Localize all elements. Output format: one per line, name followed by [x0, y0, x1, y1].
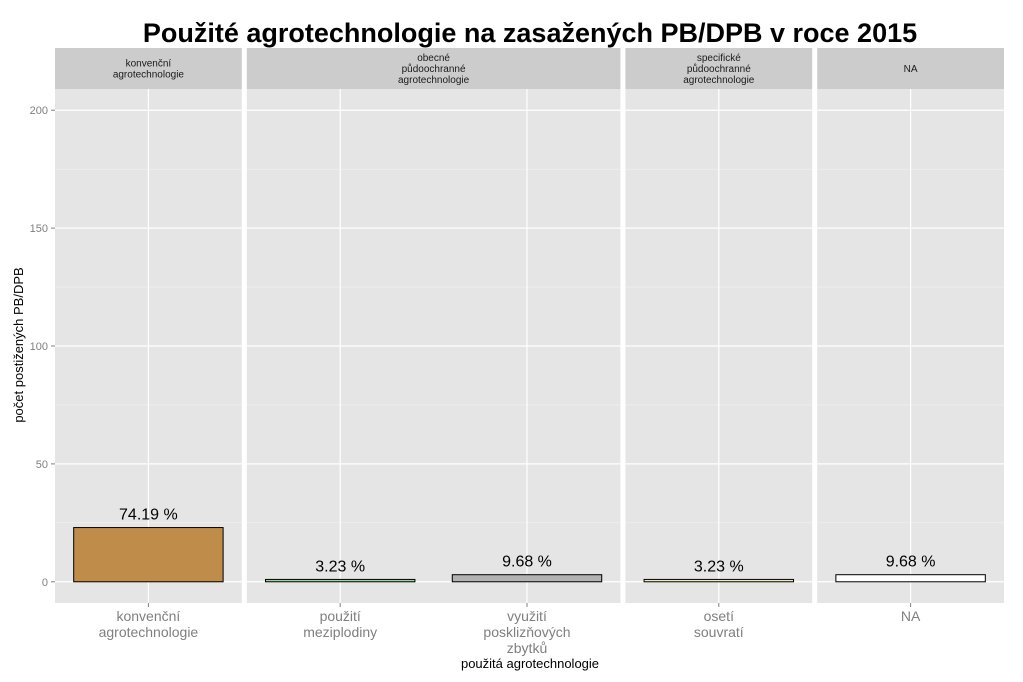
facet-strip [55, 48, 242, 89]
x-tick-label: využití [507, 608, 547, 624]
x-tick-label: posklizňových [483, 624, 570, 640]
facet-strip [246, 48, 621, 89]
x-tick-label: osetí [704, 608, 734, 624]
y-axis-label: počet postižených PB/DPB [11, 267, 26, 422]
x-tick-label: agrotechnologie [99, 624, 199, 640]
y-tick-label: 50 [36, 459, 48, 471]
x-tick-label: NA [901, 608, 921, 624]
bar-data-label: 9.68 % [886, 554, 936, 571]
x-tick-label: zbytků [507, 640, 547, 656]
bar [73, 527, 224, 583]
x-tick-label: meziplodiny [303, 624, 377, 640]
facet-strip-label: agrotechnologie [398, 75, 470, 86]
y-tick-label: 100 [30, 341, 48, 353]
x-tick-label: souvratí [694, 624, 744, 640]
x-tick-label: použití [320, 608, 361, 624]
bar [451, 574, 603, 583]
y-tick-label: 200 [30, 105, 48, 117]
bar-data-label: 3.23 % [694, 558, 744, 575]
x-tick-label: konvenční [116, 608, 180, 624]
y-tick-label: 0 [42, 577, 48, 589]
x-axis-label: použitá agrotechnologie [461, 656, 599, 671]
facet-strip-label: specifické [697, 53, 741, 64]
bar-data-label: 3.23 % [315, 558, 365, 575]
bar-data-label: 74.19 % [119, 507, 178, 524]
chart-title: Použité agrotechnologie na zasažených PB… [143, 18, 917, 48]
facet-strip-label: půdoochranné [402, 63, 466, 75]
facet-strip-label: NA [904, 64, 918, 75]
facet-strip-label: agrotechnologie [683, 75, 755, 86]
y-axis: 0 50 100 150 200 [30, 105, 55, 589]
bar [264, 578, 416, 583]
facet-strip [625, 48, 813, 89]
facet-strip-label: konvenční [126, 59, 172, 70]
facet-strip-label: půdoochranné [687, 63, 751, 75]
facet-strip [817, 48, 1004, 89]
facet-strip-label: obecné [417, 53, 450, 64]
facet-panel: NA 9.68 % NA [817, 48, 1004, 624]
bar [643, 578, 795, 583]
bar-data-label: 9.68 % [502, 554, 552, 571]
bar [835, 574, 986, 583]
y-tick-label: 150 [30, 223, 48, 235]
facet-strip-label: agrotechnologie [113, 70, 185, 81]
